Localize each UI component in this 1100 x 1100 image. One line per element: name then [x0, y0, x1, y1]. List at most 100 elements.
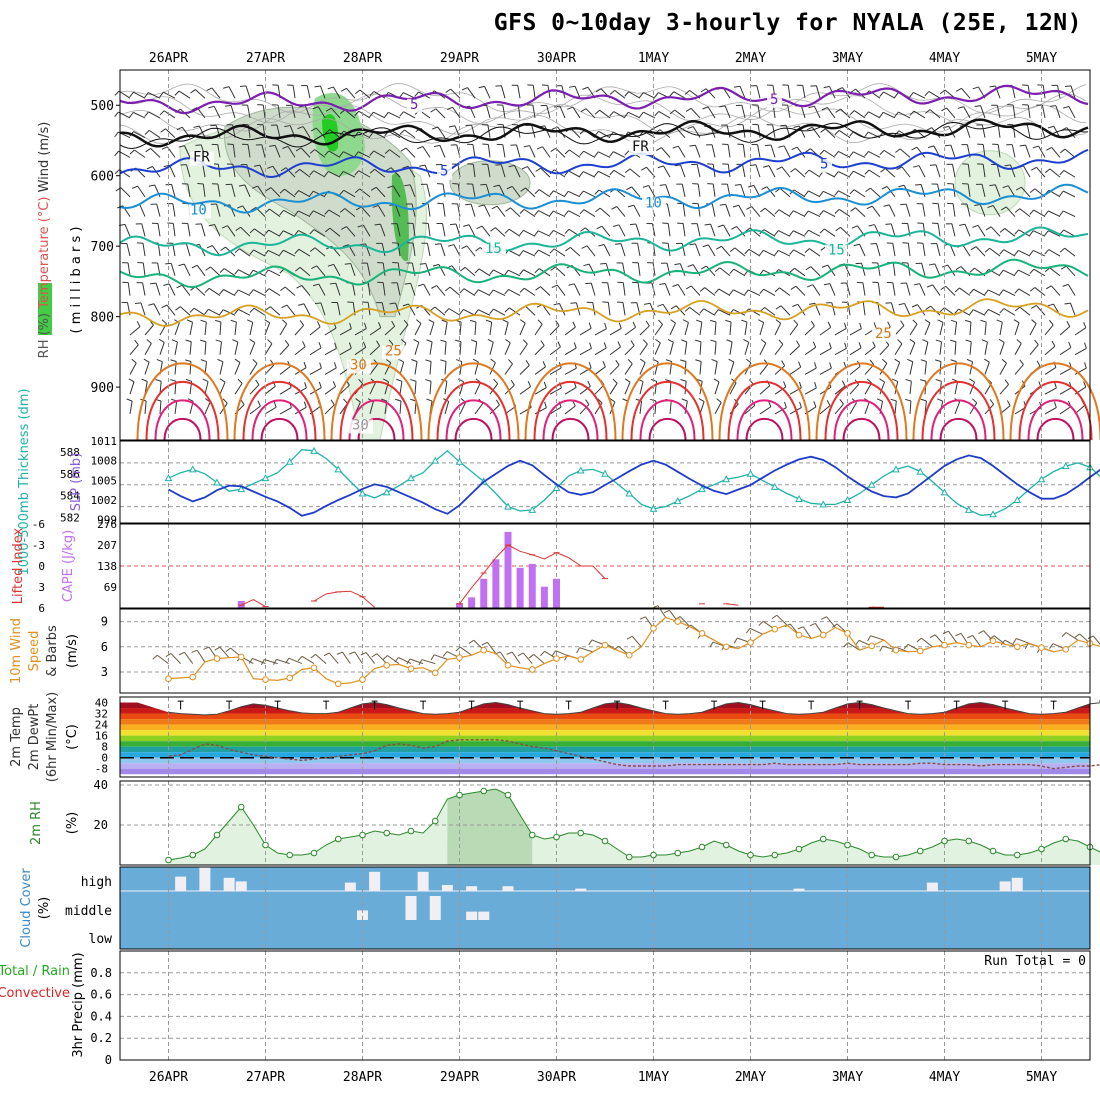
upper-wind-barb [879, 111, 896, 119]
li-tick-label: 0 [38, 560, 45, 573]
slp-series [168, 454, 1100, 517]
upper-wind-barb [247, 319, 254, 336]
upper-wind-barb [569, 85, 581, 99]
thickness-point [528, 505, 537, 513]
upper-wind-barb [820, 128, 836, 139]
upper-wind-barb [249, 379, 260, 395]
surface-wind-barb [797, 626, 812, 639]
cloud-middle-bar [466, 911, 478, 920]
upper-wind-barb [775, 305, 791, 316]
upper-wind-barb [729, 268, 746, 277]
wind-speed-point [916, 647, 924, 655]
upper-wind-barb [1006, 144, 1016, 158]
upper-wind-barb [834, 399, 844, 415]
upper-wind-barb [396, 378, 403, 395]
upper-wind-barb [974, 204, 986, 217]
upper-wind-barb [208, 224, 221, 237]
upper-wind-barb [960, 203, 971, 217]
precip-tick-label: 0.4 [90, 1009, 112, 1023]
surface-wind-barb [771, 614, 788, 626]
upper-wind-barb [1032, 145, 1046, 158]
upper-wind-barb [579, 361, 592, 375]
upper-wind-barb [235, 226, 251, 237]
upper-wind-barb [136, 282, 146, 296]
upper-wind-barb [806, 126, 821, 138]
upper-wind-barb [710, 339, 717, 355]
upper-wind-barb [1074, 362, 1087, 375]
upper-wind-barb [240, 164, 251, 178]
upper-wind-barb [159, 91, 176, 99]
temp-tick-label: 0 [101, 752, 108, 765]
upper-wind-barb [722, 163, 731, 178]
upper-wind-barb [520, 187, 536, 198]
thickness-point [722, 475, 731, 483]
upper-wind-barb [778, 145, 791, 158]
upper-wind-barb [965, 339, 972, 355]
upper-wind-barb [480, 104, 491, 119]
upper-wind-barb [265, 306, 281, 316]
upper-wind-barb [392, 242, 401, 257]
upper-wind-barb [935, 339, 943, 355]
temperature-arch [427, 362, 520, 441]
upper-wind-barb [413, 338, 420, 355]
upper-wind-barb [565, 246, 581, 257]
rh-point [528, 831, 536, 839]
upper-wind-barb [924, 319, 931, 336]
upper-wind-barb [339, 208, 356, 217]
upper-wind-barb [984, 309, 1001, 316]
wind-speed-point [1062, 646, 1070, 653]
upper-wind-barb [596, 225, 611, 237]
contour-label-bg [872, 327, 896, 342]
upper-wind-barb [150, 282, 161, 296]
upper-wind-barb [568, 283, 581, 296]
upper-wind-barb [579, 190, 596, 198]
upper-wind-barb [264, 269, 281, 277]
upper-wind-barb [719, 203, 731, 217]
surface-wind-barb [942, 630, 958, 643]
rh-point [334, 835, 342, 843]
cape-bar [468, 597, 476, 608]
temperature-arch [833, 399, 890, 441]
upper-wind-barb [669, 319, 676, 336]
upper-wind-barb [985, 226, 1001, 237]
upper-wind-barb [896, 166, 911, 178]
upper-wind-barb [178, 263, 191, 277]
upper-wind-barb [193, 125, 206, 138]
temp-ylabel: (°C) [65, 724, 80, 750]
surface-wind-barb [916, 637, 933, 648]
upper-wind-barb [1059, 320, 1071, 336]
date-label-bottom: 30APR [537, 1070, 576, 1085]
upper-wind-barb [594, 379, 605, 395]
upper-wind-barb [616, 301, 626, 316]
upper-wind-barb [417, 283, 431, 296]
upper-wind-barb [496, 143, 506, 158]
temp-tick-label: 40 [95, 697, 108, 710]
upper-wind-barb [159, 110, 176, 119]
temp-band [120, 752, 1090, 758]
upper-wind-barb [853, 243, 866, 257]
upper-wind-barb [504, 288, 521, 296]
upper-wind-barb [1029, 230, 1046, 237]
upper-wind-barb [920, 398, 927, 414]
upper-wind-barb [190, 286, 206, 296]
upper-wind-barb [692, 183, 701, 197]
upper-wind-barb [249, 338, 256, 355]
upper-wind-barb [115, 187, 131, 198]
upper-wind-barb [526, 104, 536, 119]
upper-wind-barb [792, 303, 806, 316]
upper-wind-barb [420, 183, 431, 197]
pressure-tick-label: 900 [91, 381, 114, 396]
thickness-point [1037, 475, 1046, 483]
cloud-high-bar [926, 882, 938, 891]
upper-wind-barb [551, 284, 566, 296]
upper-wind-barb [807, 284, 821, 296]
upper-wind-barb [791, 146, 806, 158]
upper-wind-barb [450, 144, 461, 158]
upper-wind-barb [354, 131, 371, 139]
slp-tick-label: 1002 [91, 494, 118, 507]
rh-point [407, 827, 415, 835]
cape-tick-label: 69 [104, 581, 117, 594]
contour-label: 30 [350, 358, 367, 374]
upper-wind-barb [617, 281, 626, 296]
upper-wind-barb [417, 146, 431, 158]
